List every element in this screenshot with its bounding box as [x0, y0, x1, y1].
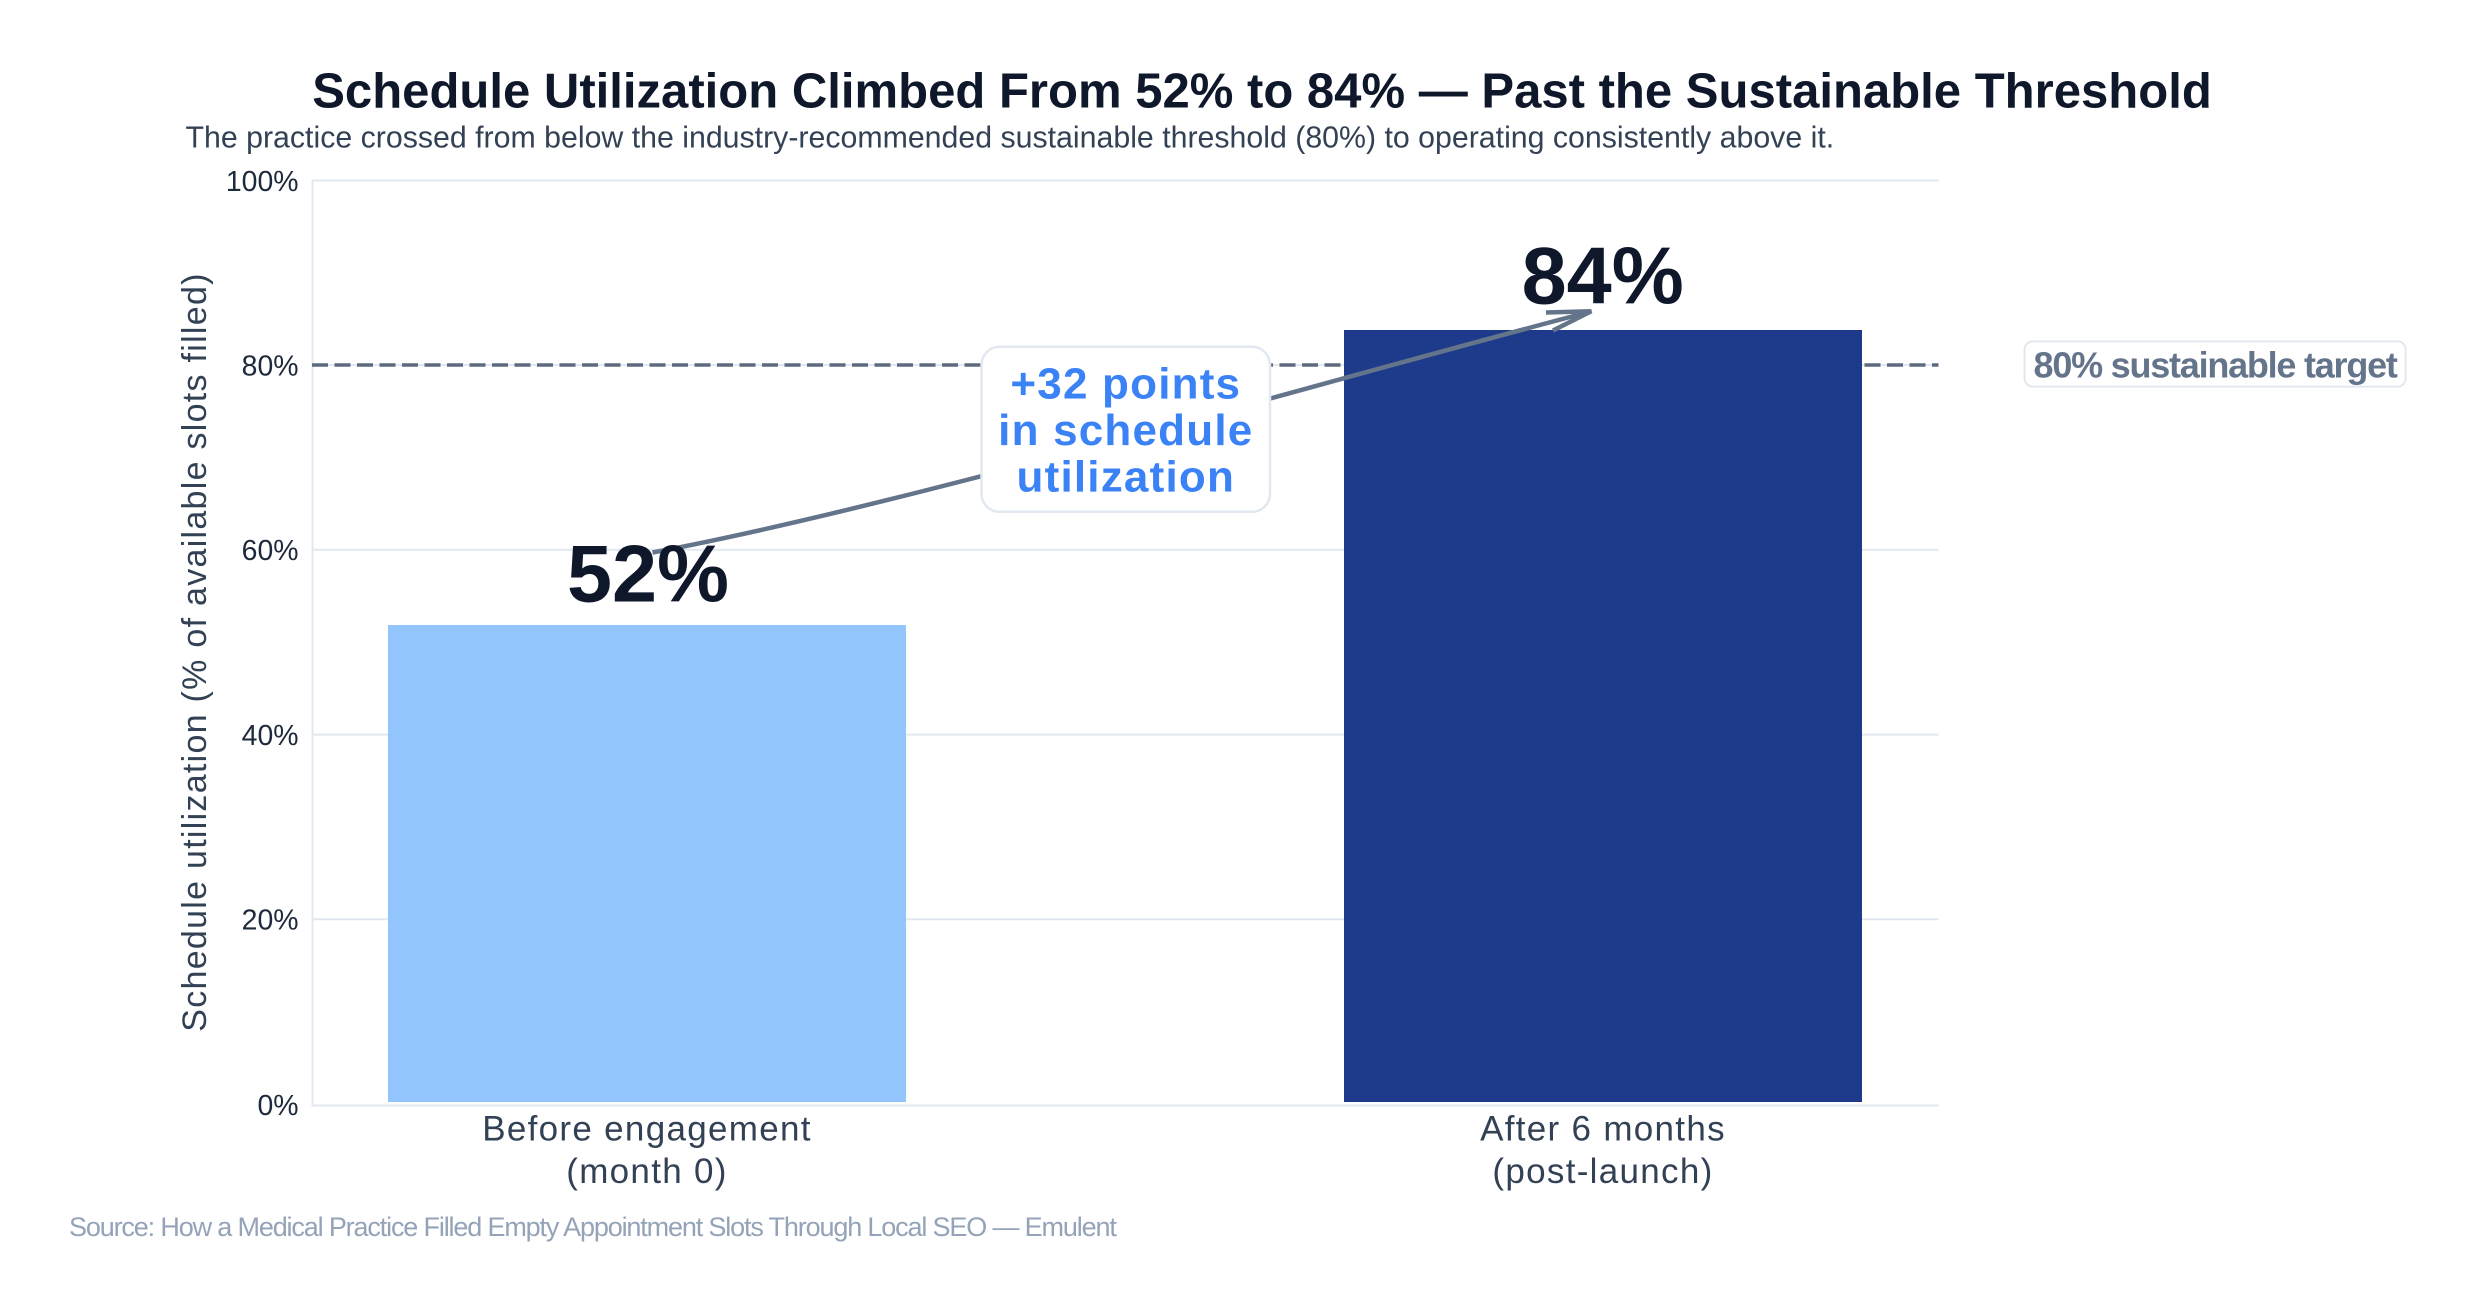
- svg-text:84%: 84%: [1522, 231, 1684, 321]
- svg-text:52%: 52%: [567, 530, 729, 620]
- svg-text:Source: How a Medical Practice: Source: How a Medical Practice Filled Em…: [69, 1212, 1117, 1242]
- svg-text:100%: 100%: [226, 166, 299, 198]
- svg-text:utilization: utilization: [1017, 453, 1236, 502]
- svg-text:Before engagement: Before engagement: [482, 1109, 812, 1148]
- svg-text:0%: 0%: [257, 1090, 298, 1122]
- svg-text:+32 points: +32 points: [1010, 360, 1241, 409]
- svg-text:in schedule: in schedule: [998, 406, 1253, 455]
- svg-text:(post-launch): (post-launch): [1492, 1152, 1713, 1191]
- svg-text:40%: 40%: [242, 720, 299, 752]
- svg-text:Schedule Utilization Climbed F: Schedule Utilization Climbed From 52% to…: [312, 64, 2212, 118]
- svg-text:20%: 20%: [242, 905, 299, 937]
- svg-text:80%: 80%: [242, 350, 299, 382]
- svg-text:(month 0): (month 0): [566, 1152, 727, 1191]
- svg-text:60%: 60%: [242, 535, 299, 567]
- svg-text:The practice crossed from belo: The practice crossed from below the indu…: [186, 122, 1835, 155]
- svg-text:After 6 months: After 6 months: [1480, 1109, 1726, 1148]
- svg-text:80% sustainable target: 80% sustainable target: [2034, 345, 2398, 386]
- svg-text:Schedule utilization (% of ava: Schedule utilization (% of available slo…: [176, 272, 214, 1031]
